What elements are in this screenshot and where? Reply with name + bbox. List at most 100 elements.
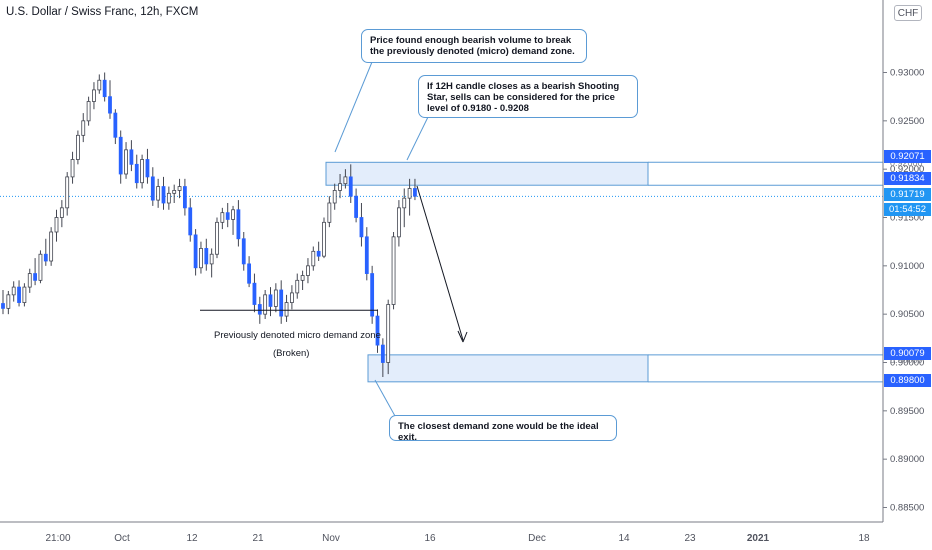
candle-bear-body — [247, 263, 252, 284]
candle-bear-body — [113, 112, 118, 138]
candle — [92, 82, 96, 110]
candle-bull-body — [166, 192, 171, 204]
candle-bull-body — [38, 253, 43, 281]
chart-title: U.S. Dollar / Swiss Franc, 12h, FXCM — [6, 6, 199, 18]
candle-bull-body — [177, 186, 182, 191]
time-tick-label: 18 — [858, 533, 870, 544]
candle-bull-body — [65, 176, 70, 209]
candle-bull-body — [124, 149, 128, 175]
candle — [33, 258, 37, 286]
candle-bull-body — [22, 286, 27, 303]
candle-bear-body — [348, 176, 353, 197]
candle — [268, 287, 273, 317]
candle — [332, 183, 337, 210]
candle — [273, 283, 278, 313]
time-tick-label: 12 — [186, 533, 198, 544]
candle-bull-body — [76, 134, 80, 160]
candle — [81, 113, 86, 143]
candle — [1, 290, 5, 315]
candle-bear-body — [102, 79, 107, 98]
micro-zone-label: Previously denoted micro demand zone — [214, 330, 381, 341]
candle — [27, 268, 32, 293]
candle-bear-body — [118, 136, 123, 175]
candle — [391, 232, 396, 310]
zone-box — [367, 354, 649, 383]
candle-bull-body — [97, 79, 102, 91]
candle-bull-body — [300, 275, 305, 281]
candle-bull-body — [27, 273, 32, 288]
candle-bull-body — [49, 231, 54, 262]
zone-box — [325, 161, 649, 186]
candle-bear-body — [413, 188, 417, 197]
price-tag-zone-high-top: 0.92071 — [884, 150, 931, 163]
candle — [59, 200, 64, 228]
price-tick-label: 0.92500 — [890, 116, 924, 127]
candle-bear-body — [145, 159, 150, 178]
candle — [134, 154, 139, 189]
candle — [150, 167, 155, 206]
candle-bull-body — [92, 89, 96, 102]
candle — [177, 178, 182, 199]
candle — [231, 205, 235, 235]
candle — [102, 72, 107, 102]
axis-overlap-label-low: 0.90000 — [890, 355, 923, 365]
time-tick-label: 16 — [424, 533, 436, 544]
candle-bear-body — [182, 186, 187, 209]
callout-connector-top — [334, 61, 373, 153]
price-axis: 0.93000 0.92500 0.92000 0.91500 0.91000 0.905… — [882, 0, 924, 522]
candle — [129, 140, 134, 172]
candle — [241, 232, 246, 271]
candle — [311, 246, 316, 271]
candle-bear-body — [316, 250, 321, 257]
candle — [209, 248, 214, 278]
axis-overlap-label-high: 0.92000 — [890, 158, 923, 168]
candle — [172, 184, 177, 203]
candle-bear-body — [370, 273, 375, 317]
candle-bull-body — [289, 292, 294, 303]
price-tick-label: 0.93000 — [890, 68, 924, 79]
candle — [54, 209, 59, 242]
candle-bull-body — [306, 265, 310, 276]
time-tick-label: 21:00 — [45, 533, 70, 544]
candle — [375, 309, 380, 353]
candle-bear-body — [354, 195, 359, 218]
candle-bear-body — [188, 207, 193, 236]
time-tick-label: Oct — [114, 533, 130, 544]
annotation-note-top: Price found enough bearish volume to bre… — [361, 29, 587, 63]
candle — [182, 178, 187, 216]
candle — [161, 176, 166, 210]
candle — [289, 285, 294, 310]
candle — [300, 270, 305, 290]
candle — [354, 188, 359, 223]
candle — [97, 74, 102, 94]
candle-bull-body — [70, 159, 75, 178]
candle-bear-body — [375, 315, 380, 346]
candle — [407, 178, 412, 216]
price-tick-label: 0.88500 — [890, 503, 924, 514]
candle — [225, 203, 230, 228]
candle — [11, 281, 16, 302]
candle — [156, 178, 161, 208]
candle — [124, 142, 128, 179]
price-tag-zone-low-bottom: 0.89800 — [884, 374, 931, 387]
price-tick-label: 0.90500 — [890, 309, 924, 320]
candle — [49, 227, 54, 266]
broken-label: (Broken) — [273, 348, 310, 359]
candle — [188, 198, 193, 242]
candle-bull-body — [332, 190, 337, 204]
candle — [413, 178, 417, 201]
candle — [348, 164, 353, 203]
candle-bull-body — [386, 304, 391, 363]
candle-bull-body — [284, 302, 289, 317]
candle — [316, 241, 321, 261]
price-tick-label: 0.91000 — [890, 261, 924, 272]
candle-bull-body — [199, 248, 203, 269]
candle-bull-body — [86, 101, 91, 122]
candle-bear-body — [150, 176, 155, 201]
candle — [204, 238, 209, 271]
candle-bull-body — [338, 183, 342, 191]
candle — [76, 130, 80, 165]
candle-bear-body — [252, 282, 257, 305]
currency-badge[interactable]: CHF — [894, 5, 922, 21]
